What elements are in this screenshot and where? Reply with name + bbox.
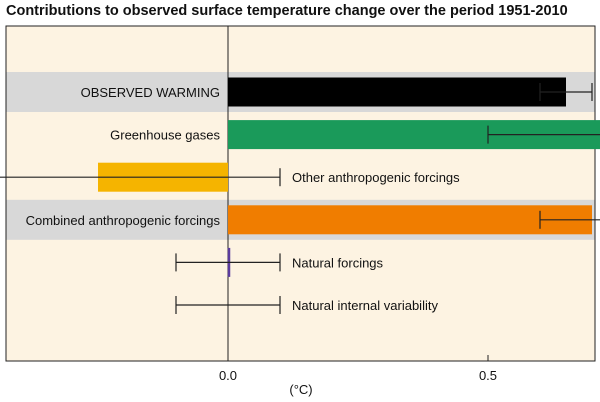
category-label: Other anthropogenic forcings [292,170,460,185]
x-tick-label: 0.5 [479,368,497,383]
bar [228,77,566,107]
category-label: Combined anthropogenic forcings [26,213,221,228]
category-label: Natural internal variability [292,298,438,313]
x-tick-label: 0.0 [219,368,237,383]
error-bar [175,253,281,272]
error-bar [539,210,600,229]
category-label: Natural forcings [292,255,384,270]
category-label: OBSERVED WARMING [81,85,220,100]
category-label: Greenhouse gases [110,128,220,143]
error-bar [175,296,281,314]
chart-title: Contributions to observed surface temper… [6,3,568,19]
error-bar [539,83,593,101]
error-bar [487,125,600,144]
x-axis-label: (°C) [289,382,312,397]
bar [228,205,592,235]
error-bar [0,168,281,187]
